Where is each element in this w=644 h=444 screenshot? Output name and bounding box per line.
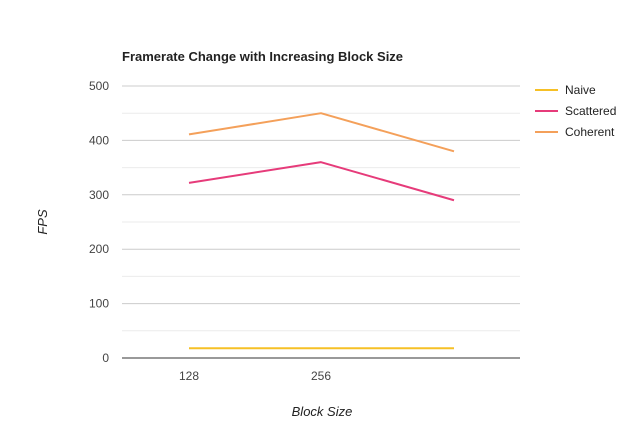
y-axis-ticks: 0 100 200 300 400 500 — [89, 79, 109, 365]
legend: Naive Scattered Coherent — [535, 83, 616, 139]
x-axis-ticks: 128 256 — [179, 369, 331, 383]
y-tick-label: 100 — [89, 297, 109, 311]
legend-label-scattered: Scattered — [565, 104, 616, 118]
series-line-scattered — [188, 161, 455, 202]
y-tick-label: 200 — [89, 242, 109, 256]
x-tick-label: 256 — [311, 369, 331, 383]
series-line-coherent — [188, 112, 455, 153]
y-tick-label: 500 — [89, 79, 109, 93]
chart-title: Framerate Change with Increasing Block S… — [122, 49, 403, 64]
series-lines — [188, 112, 455, 350]
legend-label-coherent: Coherent — [565, 125, 615, 139]
x-tick-label: 128 — [179, 369, 199, 383]
gridlines — [122, 85, 520, 332]
legend-label-naive: Naive — [565, 83, 596, 97]
x-axis-title: Block Size — [292, 404, 353, 419]
y-axis-title: FPS — [35, 209, 50, 235]
y-tick-label: 400 — [89, 133, 109, 147]
y-tick-label: 0 — [102, 351, 109, 365]
y-tick-label: 300 — [89, 188, 109, 202]
